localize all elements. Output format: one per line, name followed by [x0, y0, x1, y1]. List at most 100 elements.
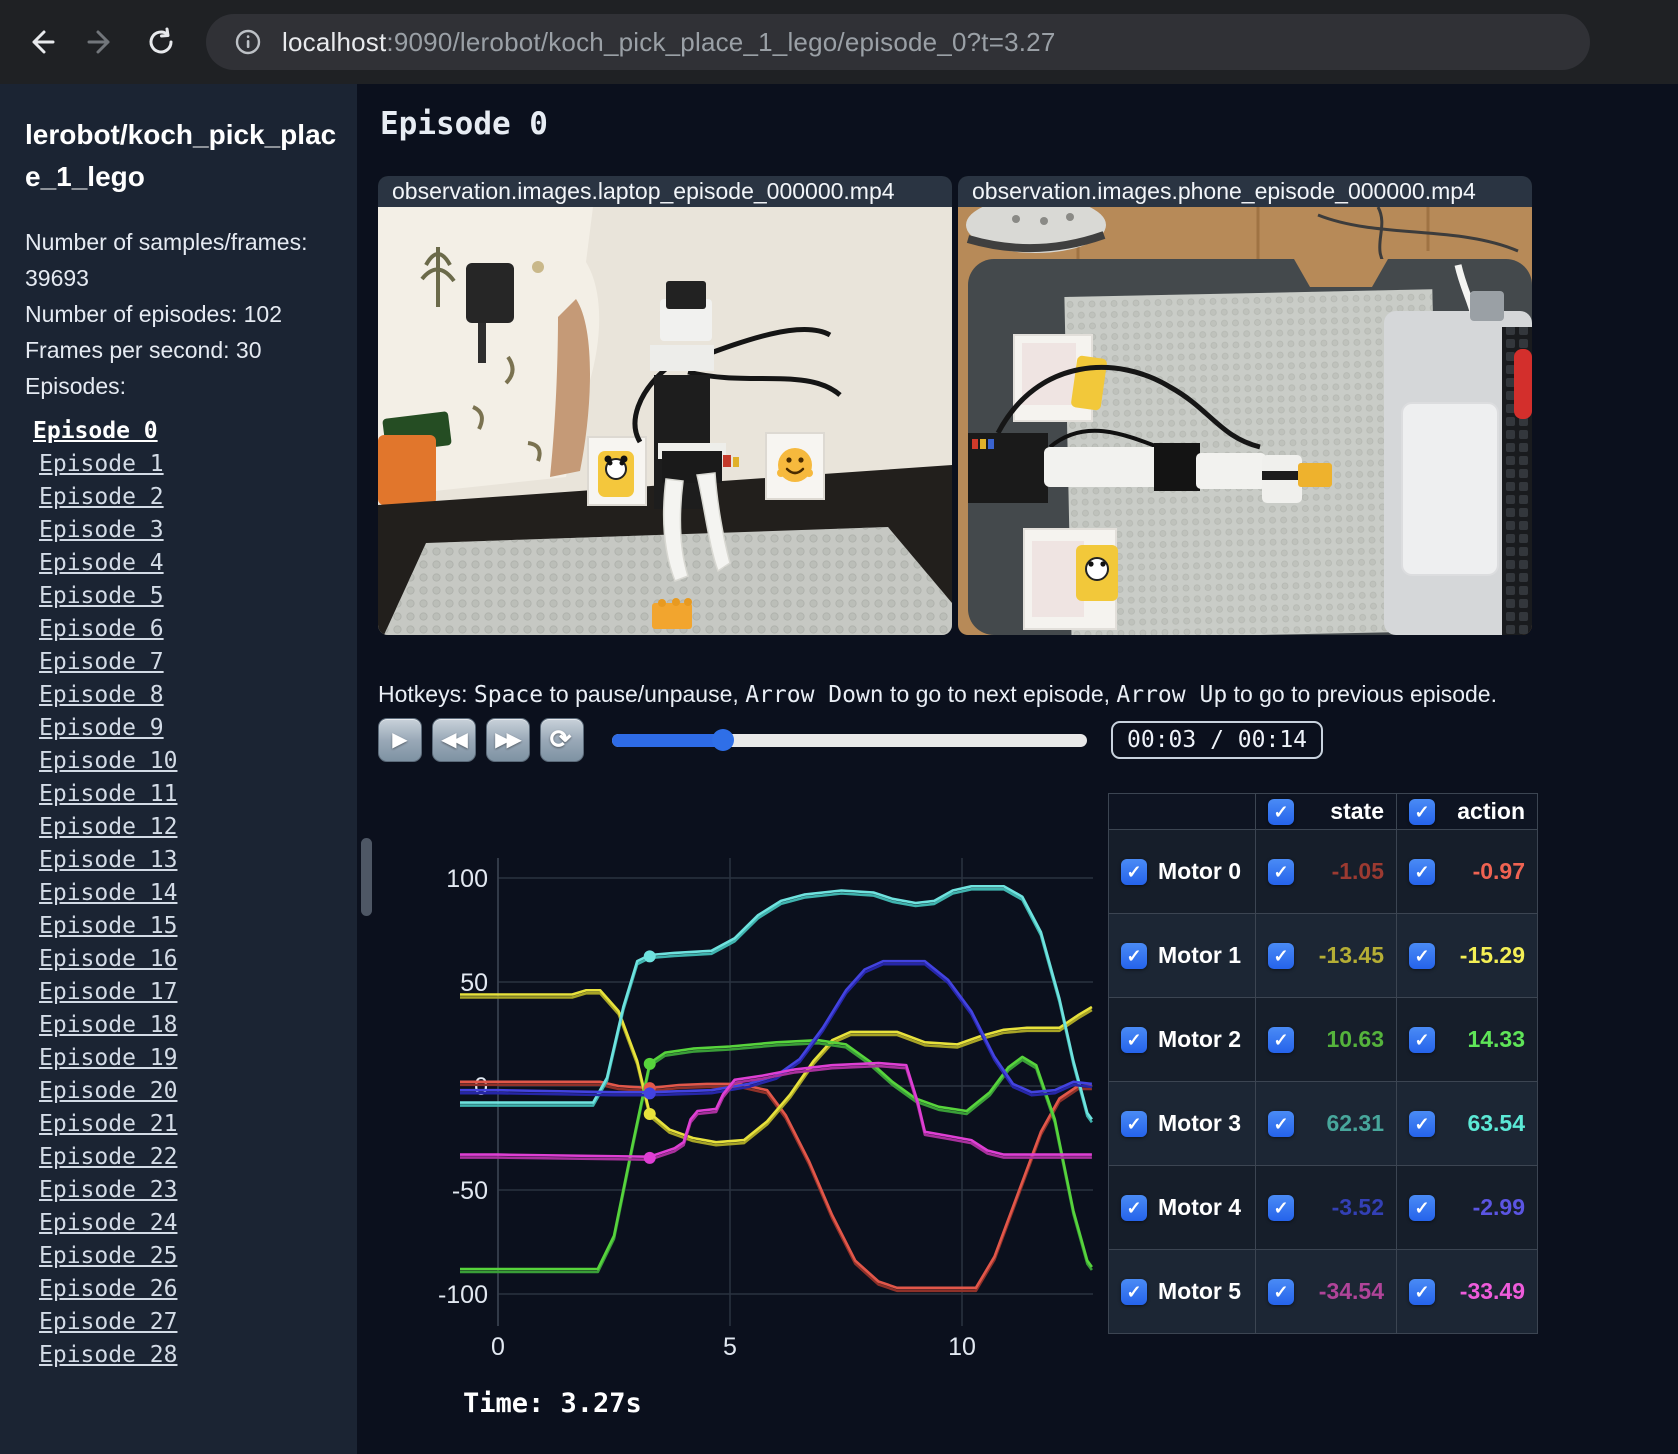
sidebar-item-episode-25[interactable]: Episode 25 [39, 1242, 178, 1269]
sidebar-item-episode-0[interactable]: Episode 0 [33, 417, 158, 444]
motor-action-value: -2.99 [1472, 1194, 1525, 1220]
checkbox[interactable]: ✓ [1268, 942, 1294, 969]
checkbox[interactable]: ✓ [1409, 942, 1435, 969]
episode-list: Episode 0 Episode 1 Episode 2 Episode 3 Epis… [25, 415, 337, 1372]
loop-button[interactable]: ⟳ [540, 718, 584, 762]
yellow-lego-brick [1298, 463, 1332, 487]
motor-action-cell: ✓ -33.49 [1396, 1249, 1538, 1334]
checkbox[interactable]: ✓ [1121, 1194, 1147, 1221]
rewind-button[interactable]: ◀◀ [432, 718, 476, 762]
series-action-motor-2 [460, 1038, 1093, 1271]
hotkey-name: Arrow Up [1116, 682, 1228, 708]
checkbox[interactable]: ✓ [1268, 1278, 1294, 1305]
sidebar: lerobot/koch_pick_place_1_lego Number of… [0, 84, 357, 1454]
forward-button[interactable] [78, 19, 124, 65]
checkbox[interactable]: ✓ [1409, 858, 1435, 885]
sidebar-item-episode-27[interactable]: Episode 27 [39, 1308, 178, 1335]
checkbox[interactable]: ✓ [1121, 858, 1147, 885]
sidebar-item-episode-2[interactable]: Episode 2 [39, 483, 164, 510]
hotkeys-text: to go to next episode, [883, 681, 1117, 707]
sidebar-item-episode-6[interactable]: Episode 6 [39, 615, 164, 642]
column-label-state: state [1330, 798, 1384, 824]
sidebar-item-episode-7[interactable]: Episode 7 [39, 648, 164, 675]
sidebar-item-episode-19[interactable]: Episode 19 [39, 1044, 178, 1071]
sidebar-item-episode-10[interactable]: Episode 10 [39, 747, 178, 774]
seek-slider[interactable] [612, 728, 1087, 751]
back-arrow-icon [32, 30, 55, 54]
checkbox[interactable]: ✓ [1268, 798, 1294, 825]
sidebar-item-episode-24[interactable]: Episode 24 [39, 1209, 178, 1236]
sidebar-item-episode-11[interactable]: Episode 11 [39, 780, 178, 807]
address-bar[interactable]: localhost:9090/lerobot/koch_pick_place_1… [206, 14, 1590, 70]
trackpad [1401, 402, 1499, 576]
motor-name: Motor 3 [1158, 1110, 1242, 1136]
sidebar-item-episode-21[interactable]: Episode 21 [39, 1110, 178, 1137]
hotkey-name: Arrow Down [745, 682, 884, 708]
sidebar-item-episode-4[interactable]: Episode 4 [39, 549, 164, 576]
dataset-title: lerobot/koch_pick_place_1_lego [25, 119, 337, 192]
fast-forward-button[interactable]: ▶▶ [486, 718, 530, 762]
checkbox[interactable]: ✓ [1409, 1278, 1435, 1305]
motor-state-value: 62.31 [1326, 1110, 1384, 1136]
sidebar-item-episode-20[interactable]: Episode 20 [39, 1077, 178, 1104]
orange-device [378, 435, 436, 505]
checkbox[interactable]: ✓ [1121, 1110, 1147, 1137]
sidebar-item-episode-17[interactable]: Episode 17 [39, 978, 178, 1005]
check-icon: ✓ [1273, 861, 1289, 882]
checkbox[interactable]: ✓ [1409, 1110, 1435, 1137]
sidebar-item-episode-22[interactable]: Episode 22 [39, 1143, 178, 1170]
sidebar-item-episode-23[interactable]: Episode 23 [39, 1176, 178, 1203]
checkbox[interactable]: ✓ [1121, 942, 1147, 969]
sidebar-item-episode-1[interactable]: Episode 1 [39, 450, 164, 477]
sidebar-item-episode-28[interactable]: Episode 28 [39, 1341, 178, 1368]
sidebar-item-episode-26[interactable]: Episode 26 [39, 1275, 178, 1302]
sidebar-item-episode-13[interactable]: Episode 13 [39, 846, 178, 873]
sidebar-item-episode-18[interactable]: Episode 18 [39, 1011, 178, 1038]
motor-name-cell: ✓ Motor 1 [1108, 913, 1256, 998]
page-title: Episode 0 [380, 106, 548, 142]
sidebar-item-episode-8[interactable]: Episode 8 [39, 681, 164, 708]
check-icon: ✓ [1273, 1113, 1289, 1134]
series-action-motor-5 [460, 1061, 1092, 1159]
seek-slider-thumb[interactable] [712, 728, 735, 751]
reload-icon [149, 27, 173, 54]
laptop-video-player[interactable]: observation.images.laptop_episode_000000… [378, 176, 952, 635]
reload-button[interactable] [138, 19, 184, 65]
checkbox[interactable]: ✓ [1268, 858, 1294, 885]
phone-video-player[interactable]: observation.images.phone_episode_000000.… [958, 176, 1532, 635]
checkbox[interactable]: ✓ [1268, 1026, 1294, 1053]
motor-state-cell: ✓ -3.52 [1255, 1165, 1397, 1250]
checkbox[interactable]: ✓ [1121, 1026, 1147, 1053]
check-icon: ✓ [1414, 801, 1430, 822]
red-object [1514, 349, 1532, 419]
sidebar-item-episode-16[interactable]: Episode 16 [39, 945, 178, 972]
sidebar-item-episode-5[interactable]: Episode 5 [39, 582, 164, 609]
site-info-icon[interactable] [228, 22, 268, 62]
y-tick-label: -100 [438, 1281, 488, 1309]
sidebar-item-episode-9[interactable]: Episode 9 [39, 714, 164, 741]
episodes-label: Episodes: [25, 373, 127, 400]
shoe [966, 207, 1106, 253]
checkbox[interactable]: ✓ [1268, 1110, 1294, 1137]
checkbox[interactable]: ✓ [1268, 1194, 1294, 1221]
back-button[interactable] [18, 19, 64, 65]
checkbox[interactable]: ✓ [1121, 1278, 1147, 1305]
sidebar-item-episode-12[interactable]: Episode 12 [39, 813, 178, 840]
scrollbar-thumb[interactable] [361, 838, 372, 916]
checkbox[interactable]: ✓ [1409, 798, 1435, 825]
series-state-motor-5 [460, 1064, 1092, 1162]
sidebar-item-episode-14[interactable]: Episode 14 [39, 879, 178, 906]
motor-name: Motor 4 [1158, 1194, 1242, 1220]
sidebar-item-episode-15[interactable]: Episode 15 [39, 912, 178, 939]
checkbox[interactable]: ✓ [1409, 1026, 1435, 1053]
series-state-motor-1 [460, 992, 1093, 1147]
sidebar-item-episode-3[interactable]: Episode 3 [39, 516, 164, 543]
y-tick-label: 0 [474, 1073, 488, 1101]
checkbox[interactable]: ✓ [1409, 1194, 1435, 1221]
time-display: 00:03 / 00:14 [1111, 721, 1324, 759]
browser-toolbar: localhost:9090/lerobot/koch_pick_place_1… [0, 0, 1678, 84]
play-button[interactable]: ▶ [378, 718, 422, 762]
dataset-stat: Number of samples/frames: 39693 [25, 229, 308, 292]
check-icon: ✓ [1414, 1029, 1430, 1050]
video-row: observation.images.laptop_episode_000000… [378, 176, 1532, 635]
